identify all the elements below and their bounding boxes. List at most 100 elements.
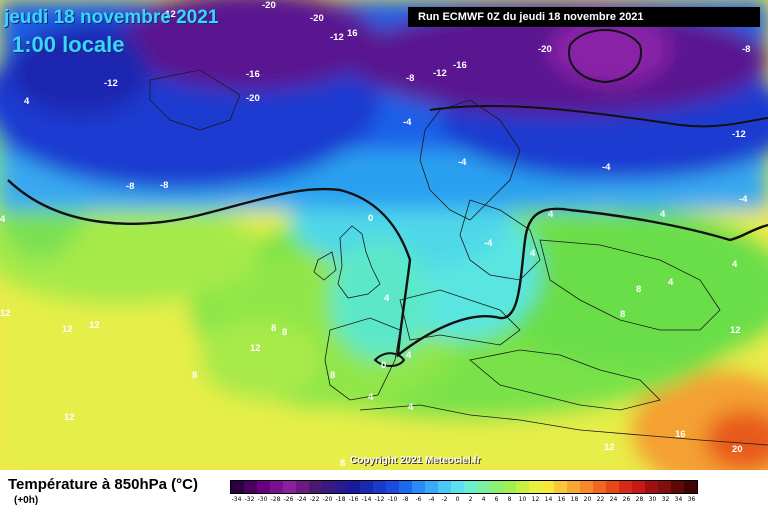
scale-label: -30 — [257, 496, 268, 503]
scale-swatch — [645, 481, 658, 493]
iso-label: -20 — [246, 93, 260, 104]
iso-label: 8 — [192, 370, 197, 381]
scale-label: -22 — [309, 496, 320, 503]
scale-swatch — [580, 481, 594, 493]
color-scale-bar — [230, 480, 698, 494]
iso-label: 4 — [548, 209, 554, 220]
scale-swatch — [528, 481, 542, 493]
isotherm-labels: -12 -20 -20 -12 16 -12 -16 -20 -8 -12 -1… — [0, 0, 750, 469]
iso-label: 8 — [330, 370, 335, 381]
iso-label: 12 — [89, 320, 100, 331]
local-time-title: 1:00 locale — [12, 32, 125, 57]
iso-label: 20 — [732, 444, 743, 455]
iso-label: -4 — [739, 194, 748, 205]
iso-label: 4 — [384, 293, 390, 304]
map-canvas: -12 -20 -20 -12 16 -12 -16 -20 -8 -12 -1… — [0, 0, 768, 470]
scale-label: 32 — [661, 496, 670, 503]
scale-swatch — [554, 481, 568, 493]
date-title: jeudi 18 novembre 2021 — [4, 7, 219, 28]
run-info-banner: Run ECMWF 0Z du jeudi 18 novembre 2021 — [408, 7, 760, 27]
legend-panel: Température à 850hPa (°C) (+0h) -34 -32 -3… — [0, 470, 768, 512]
iso-label: -20 — [310, 13, 324, 24]
scale-swatch — [450, 481, 464, 493]
scale-label: -10 — [387, 496, 398, 503]
temperature-field — [0, 0, 768, 470]
iso-label: 0 — [368, 213, 373, 224]
scale-swatch — [438, 481, 451, 493]
iso-label: -12 — [330, 32, 344, 43]
iso-label: 16 — [675, 429, 686, 440]
scale-swatch — [463, 481, 477, 493]
iso-label: 4 — [732, 259, 738, 270]
scale-swatch — [360, 481, 374, 493]
legend-title: Température à 850hPa (°C) — [8, 476, 198, 493]
scale-swatch — [231, 481, 244, 493]
iso-label: -20 — [538, 44, 552, 55]
iso-label: 4 — [408, 402, 414, 413]
scale-swatch — [657, 481, 671, 493]
iso-label: -12 — [162, 9, 176, 20]
scale-swatch — [683, 481, 697, 493]
iso-label: 12 — [62, 324, 73, 335]
iso-label: -16 — [453, 60, 467, 71]
legend-subtitle: (+0h) — [14, 495, 39, 506]
scale-swatch — [399, 481, 413, 493]
scale-label: 36 — [687, 496, 696, 503]
scale-swatch — [334, 481, 348, 493]
scale-label: -32 — [244, 496, 255, 503]
scale-label: 16 — [557, 496, 566, 503]
iso-label: 12 — [0, 308, 11, 319]
scale-label: 26 — [622, 496, 631, 503]
iso-label: 4 — [660, 209, 666, 220]
scale-swatch — [541, 481, 555, 493]
scale-swatch — [347, 481, 361, 493]
scale-label: 34 — [674, 496, 683, 503]
scale-swatch — [308, 481, 322, 493]
iso-label: 8 — [620, 309, 625, 320]
scale-label: 30 — [648, 496, 657, 503]
scale-label: 14 — [544, 496, 553, 503]
scale-swatch — [295, 481, 309, 493]
iso-label: 12 — [730, 325, 741, 336]
zero-isotherm — [7, 179, 768, 358]
temperature-map: -12 -20 -20 -12 16 -12 -16 -20 -8 -12 -1… — [0, 0, 768, 470]
scale-swatch — [632, 481, 645, 493]
scale-swatch — [256, 481, 270, 493]
scale-swatch — [386, 481, 400, 493]
iso-label: -8 — [406, 73, 414, 84]
scale-label: 22 — [596, 496, 605, 503]
scale-swatch — [619, 481, 633, 493]
iso-label: -4 — [458, 157, 467, 168]
minus12-isotherm — [429, 105, 768, 128]
scale-label: -20 — [322, 496, 333, 503]
scale-swatch — [489, 481, 503, 493]
scale-swatch — [243, 481, 257, 493]
scale-label: -2 — [441, 496, 448, 503]
iso-label: -4 — [484, 238, 493, 249]
scale-label: -6 — [415, 496, 422, 503]
color-scale-labels: -34 -32 -30 -28 -26 -24 -22 -20 -18 -16 -14 -12 -10-… — [230, 496, 698, 503]
scale-swatch — [282, 481, 296, 493]
scale-label: -26 — [283, 496, 294, 503]
iso-label: -12 — [433, 68, 447, 79]
iso-label: 12 — [64, 412, 75, 423]
iso-label: 0 — [381, 360, 386, 371]
iso-label: 4 — [368, 392, 374, 403]
scale-label: 12 — [531, 496, 540, 503]
coastlines — [149, 69, 768, 446]
scale-swatch — [670, 481, 684, 493]
scale-label: -28 — [270, 496, 281, 503]
scale-label: 2 — [468, 496, 473, 503]
scale-label: 8 — [507, 496, 512, 503]
iso-label: 4 — [668, 277, 674, 288]
iso-label: 12 — [250, 343, 261, 354]
scale-label: -16 — [348, 496, 359, 503]
scale-label: 24 — [609, 496, 618, 503]
scale-label: 6 — [494, 496, 499, 503]
iso-label: 12 — [604, 442, 615, 453]
scale-label: 10 — [518, 496, 527, 503]
scale-swatch — [425, 481, 438, 493]
scale-label: -8 — [402, 496, 409, 503]
scale-swatch — [567, 481, 581, 493]
iso-label: 4 — [0, 214, 6, 225]
